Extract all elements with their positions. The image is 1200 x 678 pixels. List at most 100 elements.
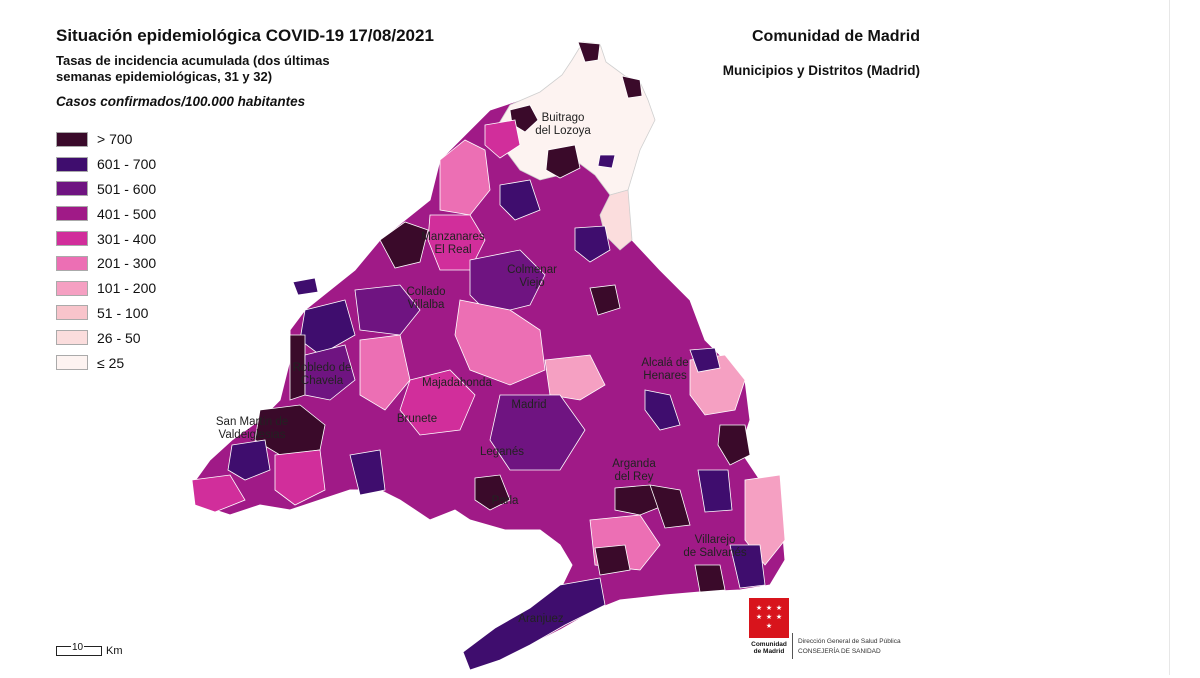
footer-divider [792,633,793,659]
legend-item: > 700 [56,127,156,152]
legend-swatch [56,206,88,222]
region-subtitle: Municipios y Distritos (Madrid) [722,63,920,78]
region-patch [304,344,356,401]
region-patch [589,284,621,316]
region-patch [694,564,726,593]
place-label: Collado Villalba [407,286,446,311]
place-label: Parla [492,495,519,507]
scale-value: 10 [71,642,85,653]
region-patch [399,369,476,436]
legend: > 700 601 - 700 501 - 600 401 - 500 301 … [56,127,156,375]
region-patch [474,474,511,511]
place-label: San Martín de Valdeiglesias [216,416,288,441]
place-label: Villarejo de Salvanés [683,534,747,559]
legend-swatch [56,156,88,172]
region-patch [577,41,601,63]
legend-swatch [56,305,88,321]
region-patch [689,347,721,373]
region-patch [469,249,546,316]
place-labels: Buitrago del Lozoya Manzanares El Real Colme… [216,112,747,625]
region-patch [499,179,541,221]
place-label: Aranjuez [518,613,564,625]
legend-label: 301 - 400 [97,230,157,247]
legend-label: 501 - 600 [97,180,157,197]
region-patch [292,277,319,296]
place-label: Arganda del Rey [612,458,656,483]
map-title: Situación epidemiológica COVID-19 17/08/… [56,26,434,45]
legend-item: ≤ 25 [56,350,156,375]
map-subtitle: Tasas de incidencia acumulada (dos últim… [56,53,330,84]
region-patch [621,75,643,99]
place-label: Buitrago del Lozoya [535,112,591,137]
region-patch [489,394,586,471]
region-patch [274,449,326,506]
legend-item: 51 - 100 [56,301,156,326]
region-patch [594,544,631,576]
region-patch [227,439,271,481]
legend-swatch [56,181,88,197]
region-patch [379,221,429,269]
legend-swatch [56,255,88,271]
legend-swatch [56,131,88,147]
place-label: Leganés [480,446,524,458]
legend-item: 401 - 500 [56,201,156,226]
place-label: Manzanares El Real [421,231,485,256]
region-patch [454,299,546,386]
unit-label: Casos confirmados/100.000 habitantes [56,94,306,109]
region-patch [349,449,386,496]
region-patch [191,474,246,513]
region-buitrago [599,189,633,251]
legend-swatch [56,231,88,247]
legend-label: > 700 [97,131,133,148]
region-patch [697,469,733,513]
legend-swatch [56,280,88,296]
region-patch [744,474,786,566]
scale-bar: 10 Km [56,642,123,657]
region-patch [729,544,766,589]
legend-label: 26 - 50 [97,329,141,346]
legend-item: 501 - 600 [56,177,156,202]
legend-item: 101 - 200 [56,276,156,301]
region-patch [439,139,491,216]
department-line: CONSEJERÍA DE SANIDAD [798,648,881,655]
legend-label: 201 - 300 [97,255,157,272]
region-patch [544,354,606,401]
legend-item: 301 - 400 [56,226,156,251]
region-aranjuez [462,577,606,671]
legend-label: 401 - 500 [97,205,157,222]
region-patch [359,334,411,411]
region-patch [717,424,751,466]
place-label: Alcalá de Henares [641,357,688,382]
flag-icon: ★ ★ ★ ★ ★ ★ ★ [749,598,789,638]
legend-item: 26 - 50 [56,325,156,350]
region-patch [597,154,616,169]
region-patch [545,144,581,179]
logo-text: Comunidad de Madrid [751,641,787,655]
page-edge [1169,0,1200,675]
scale-bar-graphic: 10 [56,642,102,656]
legend-label: ≤ 25 [97,354,125,371]
place-label: Madrid [511,399,546,411]
comunidad-logo: ★ ★ ★ ★ ★ ★ ★ Comunidad de Madrid [745,598,793,655]
region-patch [644,389,681,431]
region-title: Comunidad de Madrid [752,28,920,45]
region-patch [484,119,521,159]
legend-label: 601 - 700 [97,156,157,173]
legend-item: 201 - 300 [56,251,156,276]
legend-item: 601 - 700 [56,152,156,177]
legend-swatch [56,330,88,346]
legend-label: 51 - 100 [97,304,149,321]
place-label: Colmenar Viejo [507,264,557,289]
place-label: Brunete [397,413,437,425]
legend-label: 101 - 200 [97,280,157,297]
region-patch [574,225,611,263]
choropleth-map: Buitrago del Lozoya Manzanares El Real Colme… [191,41,786,671]
place-label: Robledo de Chavela [293,362,352,387]
legend-swatch [56,355,88,371]
scale-unit: Km [106,645,123,657]
department-text: Dirección General de Salud Pública CONSE… [798,637,901,657]
place-label: Majadahonda [422,377,492,389]
department-line: Dirección General de Salud Pública [798,638,901,645]
region-patch [649,484,691,529]
region-patch [354,284,421,336]
